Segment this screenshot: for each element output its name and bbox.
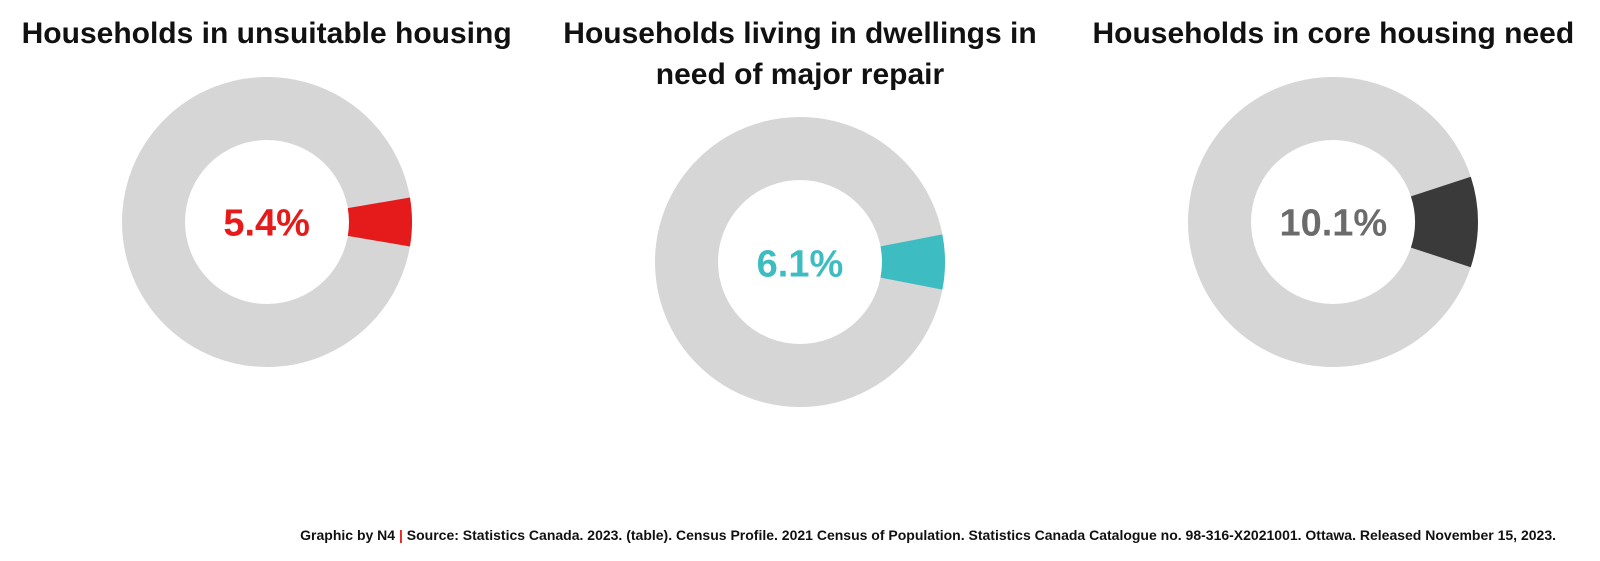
footer-rest: Source: Statistics Canada. 2023. (table)… — [407, 527, 1556, 543]
donut-center-value: 10.1% — [1279, 203, 1387, 246]
donut-chart: 6.1% — [653, 115, 947, 414]
infographic-root: Households in unsuitable housing5.4%Hous… — [0, 0, 1600, 561]
footer-sep: | — [395, 527, 407, 543]
panel-row: Households in unsuitable housing5.4%Hous… — [0, 0, 1600, 414]
donut-panel: Households in unsuitable housing 5.4% — [17, 14, 517, 374]
footer-prefix: Graphic by N4 — [300, 527, 395, 543]
panel-title: Households in unsuitable housing — [22, 14, 512, 55]
panel-title: Households in core housing need — [1092, 14, 1574, 55]
donut-center-value: 6.1% — [757, 243, 844, 286]
donut-panel: Households in core housing need 10.1% — [1083, 14, 1583, 374]
donut-center-value: 5.4% — [223, 203, 310, 246]
panel-title: Households living in dwellings in need o… — [550, 14, 1050, 95]
donut-panel: Households living in dwellings in need o… — [550, 14, 1050, 414]
donut-chart: 10.1% — [1186, 75, 1480, 374]
source-footer: Graphic by N4 | Source: Statistics Canad… — [300, 527, 1556, 543]
donut-chart: 5.4% — [120, 75, 414, 374]
